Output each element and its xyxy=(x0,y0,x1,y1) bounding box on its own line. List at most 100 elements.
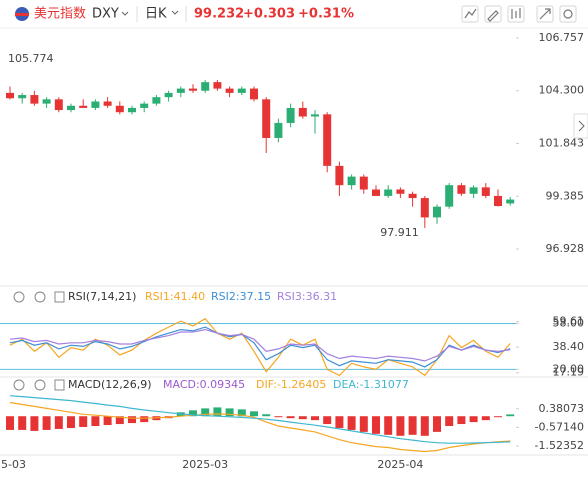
symbol-name[interactable]: 美元指数 xyxy=(34,7,86,22)
macd-bar xyxy=(79,416,88,427)
y-tick-label: 17.19 xyxy=(553,366,585,379)
y-tick-label: -0.57140 xyxy=(535,420,584,433)
candle-body xyxy=(213,82,222,89)
dropdown-icon[interactable] xyxy=(121,11,129,16)
x-tick-label: 2025-04 xyxy=(377,458,423,471)
price-annotation: 105.774 xyxy=(8,52,54,65)
candle-body xyxy=(79,105,88,108)
legend-entry: DEA:-1.31077 xyxy=(333,378,409,391)
candle-body xyxy=(189,88,197,91)
candle-body xyxy=(201,82,210,91)
candle-body xyxy=(286,107,295,123)
macd-bar xyxy=(54,416,63,429)
tool-indicator[interactable] xyxy=(461,5,479,23)
y-tick-label: 106.757 xyxy=(539,31,585,44)
legend-entry: DIF:-1.26405 xyxy=(256,378,326,391)
macd-bar xyxy=(298,416,307,420)
candle-body xyxy=(347,176,356,186)
candle-body xyxy=(457,185,466,194)
candle-body xyxy=(6,92,14,99)
change-pct: +0.31% xyxy=(298,7,354,22)
macd-bar xyxy=(128,416,136,424)
macd-bar xyxy=(18,416,27,430)
macd-bar xyxy=(237,409,246,417)
macd-bar xyxy=(286,416,295,419)
candle-body xyxy=(323,114,332,166)
macd-bar xyxy=(225,408,234,417)
change: +0.303 xyxy=(243,7,295,22)
macd-bar xyxy=(140,416,149,423)
candle-body xyxy=(274,122,283,138)
tool-settings[interactable] xyxy=(559,5,577,23)
candle-body xyxy=(335,165,344,186)
collapse-icon[interactable] xyxy=(13,379,25,391)
candle-body xyxy=(128,107,136,113)
price-annotation: 97.911 xyxy=(380,226,419,239)
candle-body xyxy=(250,88,258,100)
candle-body xyxy=(408,193,417,199)
y-tick-label: 38.40 xyxy=(553,340,585,353)
candle-body xyxy=(30,95,39,104)
candle-body xyxy=(115,105,124,113)
macd-bar xyxy=(311,416,319,421)
macd-bar xyxy=(481,416,490,421)
tool-type-icon xyxy=(511,8,521,19)
candle-body xyxy=(237,88,246,93)
macd-bar xyxy=(347,416,356,430)
settings-icon[interactable] xyxy=(34,291,46,303)
candle-body xyxy=(225,88,234,93)
y-tick-label: 59.61 xyxy=(553,315,585,328)
y-tick-label: -1.52352 xyxy=(535,439,584,452)
macd-bar xyxy=(396,416,405,436)
candle-body xyxy=(262,99,271,138)
macd-bar xyxy=(372,416,380,434)
flag-stripe xyxy=(15,13,29,16)
toggle-icon[interactable] xyxy=(54,379,65,391)
candle-body xyxy=(176,88,185,93)
candle-body xyxy=(140,103,149,108)
y-tick-label: 99.385 xyxy=(546,189,585,202)
macd-bar xyxy=(420,416,429,436)
tool-type[interactable] xyxy=(507,5,525,23)
y-tick-label: 96.928 xyxy=(546,242,585,255)
candle-body xyxy=(311,114,319,117)
side-panel-toggle[interactable] xyxy=(573,113,588,139)
tool-draw[interactable] xyxy=(484,5,502,23)
macd-bar xyxy=(6,416,14,430)
macd-line xyxy=(9,401,511,453)
macd-bar xyxy=(494,416,502,418)
y-tick-label: 101.843 xyxy=(539,136,585,149)
candle-body xyxy=(445,185,454,207)
symbol-code[interactable]: DXY xyxy=(92,7,119,22)
y-tick-label: 20.00 xyxy=(553,362,585,375)
collapse-icon[interactable] xyxy=(13,291,25,303)
macd-bar xyxy=(189,410,197,417)
candle-body xyxy=(494,195,502,207)
candle-body xyxy=(298,107,307,117)
macd-bar xyxy=(469,416,478,423)
candle-body xyxy=(164,92,173,98)
macd-bar xyxy=(359,416,368,432)
tool-indicator-icon xyxy=(464,8,477,19)
macd-bar xyxy=(445,416,454,427)
settings-icon[interactable] xyxy=(34,379,46,391)
macd-bar xyxy=(323,416,332,425)
tool-fullscreen[interactable] xyxy=(536,5,554,23)
tool-draw-icon xyxy=(487,10,499,22)
macd-bar xyxy=(408,416,417,435)
candle-body xyxy=(42,99,51,104)
candle-body xyxy=(469,187,478,194)
candle-body xyxy=(433,206,441,218)
period[interactable]: 日K xyxy=(145,7,167,22)
macd-bar xyxy=(201,408,210,417)
candle-body xyxy=(67,105,75,111)
macd-bar xyxy=(115,416,124,425)
toggle-icon[interactable] xyxy=(54,291,65,303)
period-dropdown[interactable] xyxy=(171,10,179,15)
candle-body xyxy=(103,101,112,106)
macd-bar xyxy=(506,414,515,417)
macd-bar xyxy=(103,416,112,426)
legend-entry: RSI3:36.31 xyxy=(277,290,337,303)
macd-bar xyxy=(262,414,271,417)
rsi-line xyxy=(9,326,511,368)
